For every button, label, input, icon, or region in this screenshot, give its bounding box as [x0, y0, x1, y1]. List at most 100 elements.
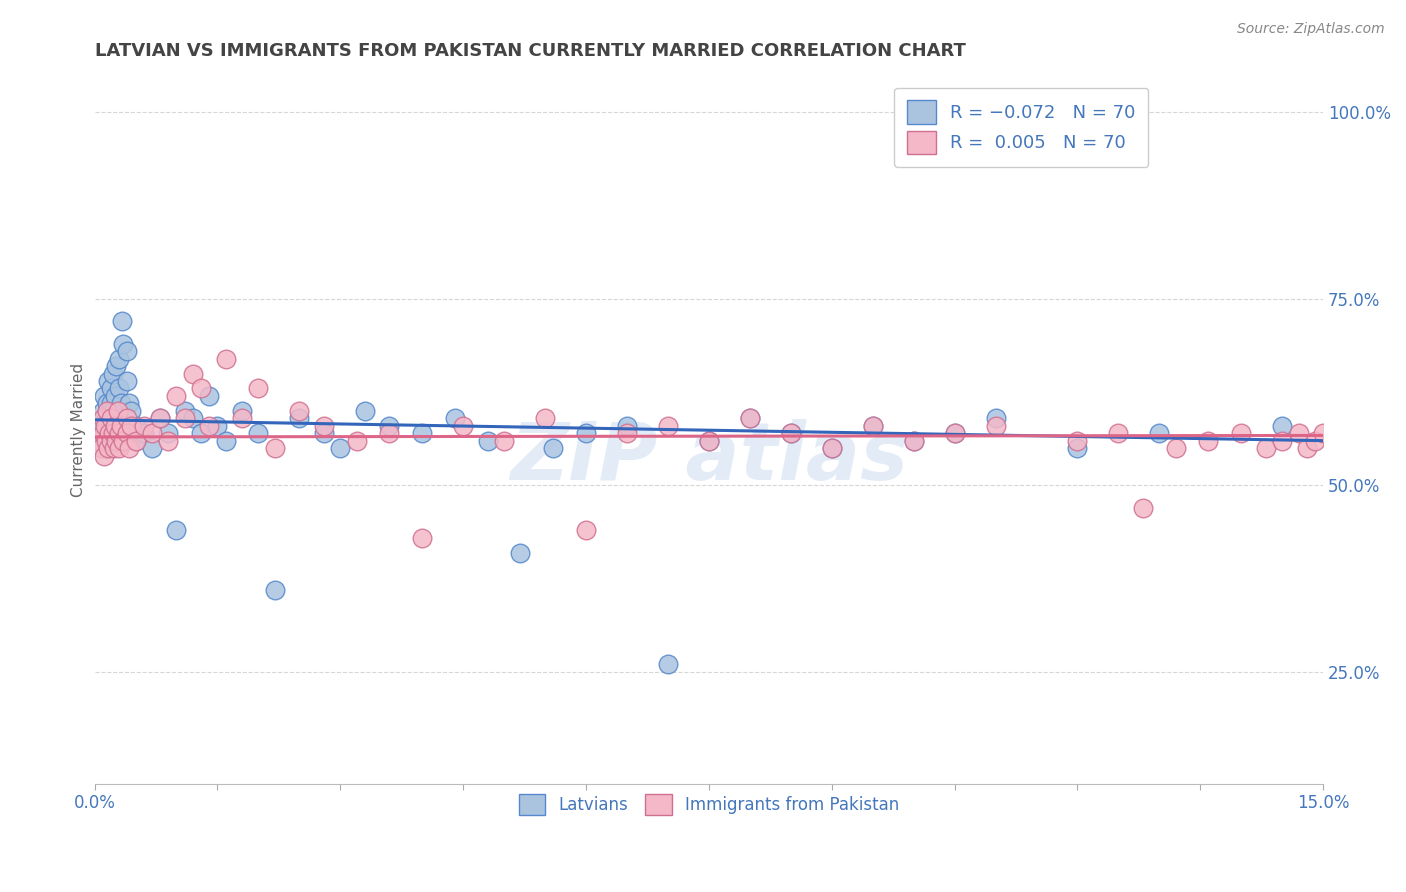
- Point: [1107, 426, 1129, 441]
- Point: [575, 523, 598, 537]
- Point: [118, 396, 141, 410]
- Point: [118, 441, 141, 455]
- Point: [247, 426, 270, 441]
- Point: [104, 434, 127, 448]
- Point: [91, 411, 114, 425]
- Point: [103, 418, 125, 433]
- Point: [120, 418, 142, 433]
- Point: [166, 389, 188, 403]
- Point: [821, 441, 844, 455]
- Point: [94, 434, 117, 448]
- Point: [984, 411, 1007, 425]
- Text: ZIP atlas: ZIP atlas: [510, 419, 908, 497]
- Point: [112, 336, 135, 351]
- Point: [263, 441, 285, 455]
- Point: [96, 396, 118, 410]
- Point: [1288, 426, 1310, 441]
- Point: [312, 426, 335, 441]
- Point: [616, 418, 638, 433]
- Point: [141, 441, 163, 455]
- Point: [124, 434, 146, 448]
- Point: [124, 434, 146, 448]
- Text: LATVIAN VS IMMIGRANTS FROM PAKISTAN CURRENTLY MARRIED CORRELATION CHART: LATVIAN VS IMMIGRANTS FROM PAKISTAN CURR…: [94, 42, 966, 60]
- Point: [697, 434, 720, 448]
- Point: [534, 411, 557, 425]
- Point: [149, 411, 172, 425]
- Point: [779, 426, 801, 441]
- Point: [173, 411, 195, 425]
- Point: [1230, 426, 1253, 441]
- Point: [444, 411, 467, 425]
- Point: [90, 441, 112, 455]
- Point: [263, 582, 285, 597]
- Point: [107, 411, 129, 425]
- Point: [108, 441, 131, 455]
- Point: [108, 381, 131, 395]
- Point: [231, 404, 253, 418]
- Point: [173, 404, 195, 418]
- Point: [190, 381, 212, 395]
- Text: Source: ZipAtlas.com: Source: ZipAtlas.com: [1237, 22, 1385, 37]
- Point: [104, 389, 127, 403]
- Point: [94, 441, 117, 455]
- Point: [1132, 500, 1154, 515]
- Point: [1254, 441, 1277, 455]
- Point: [117, 426, 139, 441]
- Point: [181, 367, 204, 381]
- Point: [821, 441, 844, 455]
- Point: [1271, 434, 1294, 448]
- Point: [738, 411, 761, 425]
- Point: [97, 441, 120, 455]
- Point: [903, 434, 925, 448]
- Point: [132, 426, 155, 441]
- Point: [354, 404, 377, 418]
- Point: [117, 344, 139, 359]
- Point: [157, 426, 180, 441]
- Point: [231, 411, 253, 425]
- Point: [1066, 441, 1088, 455]
- Point: [87, 434, 110, 448]
- Point: [98, 426, 121, 441]
- Point: [96, 404, 118, 418]
- Point: [862, 418, 884, 433]
- Point: [107, 404, 129, 418]
- Point: [98, 426, 121, 441]
- Point: [181, 411, 204, 425]
- Point: [100, 434, 122, 448]
- Point: [779, 426, 801, 441]
- Point: [477, 434, 499, 448]
- Point: [93, 389, 115, 403]
- Point: [378, 418, 401, 433]
- Point: [93, 449, 115, 463]
- Point: [207, 418, 229, 433]
- Point: [1066, 434, 1088, 448]
- Point: [494, 434, 516, 448]
- Point: [91, 418, 114, 433]
- Point: [100, 434, 122, 448]
- Point: [166, 523, 188, 537]
- Point: [214, 351, 236, 366]
- Point: [1149, 426, 1171, 441]
- Point: [738, 411, 761, 425]
- Point: [94, 418, 117, 433]
- Point: [1271, 418, 1294, 433]
- Point: [94, 411, 117, 425]
- Y-axis label: Currently Married: Currently Married: [72, 362, 86, 497]
- Point: [346, 434, 368, 448]
- Point: [117, 411, 139, 425]
- Point: [984, 418, 1007, 433]
- Point: [117, 374, 139, 388]
- Point: [103, 441, 125, 455]
- Point: [1164, 441, 1187, 455]
- Point: [91, 426, 114, 441]
- Point: [1312, 426, 1334, 441]
- Point: [288, 411, 311, 425]
- Point: [1295, 441, 1317, 455]
- Point: [509, 545, 531, 559]
- Point: [411, 531, 433, 545]
- Point: [943, 426, 966, 441]
- Point: [862, 418, 884, 433]
- Point: [110, 396, 132, 410]
- Point: [104, 418, 127, 433]
- Point: [288, 404, 311, 418]
